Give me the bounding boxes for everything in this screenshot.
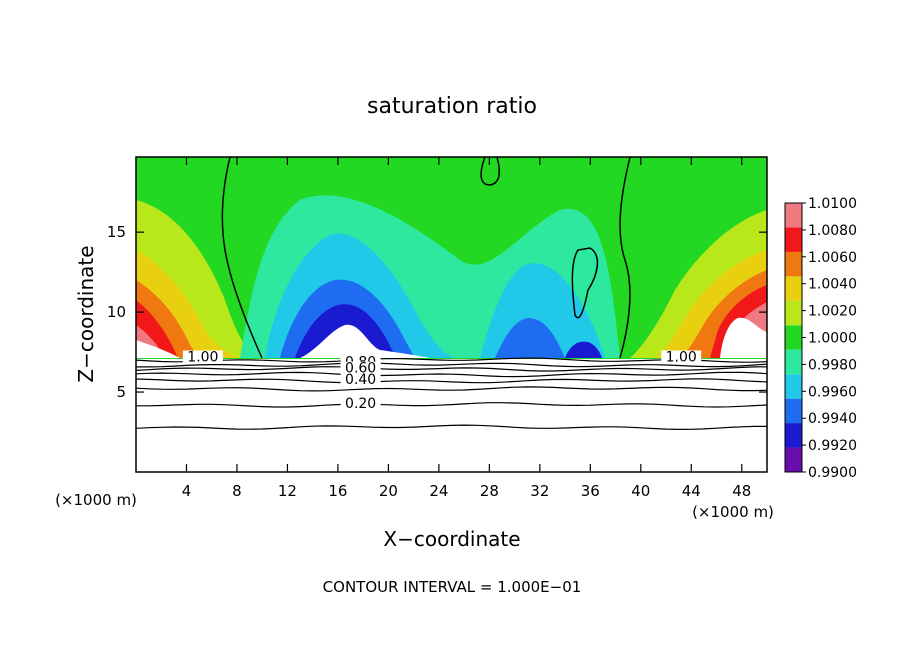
contour-label-bg <box>340 396 381 409</box>
x-axis: 4 8 12 16 20 24 28 32 36 40 44 48 <box>182 157 751 500</box>
colorbar-label: 0.9940 <box>808 411 857 427</box>
contour-line <box>135 366 768 372</box>
contour-label: 0.60 <box>345 361 376 377</box>
plot-frame <box>135 156 768 473</box>
colorbar-label: 0.9920 <box>808 438 857 454</box>
contour-label-bg <box>340 372 381 385</box>
colorbar-band <box>785 276 802 301</box>
x-tick-label: 4 <box>182 482 192 500</box>
stable-layer-contours <box>135 357 768 431</box>
contour-line <box>135 371 768 378</box>
field-mask-left <box>136 340 180 358</box>
colorbar-label: 1.0060 <box>808 250 857 266</box>
colorbar-label: 1.0000 <box>808 331 857 347</box>
colorbar-label: 1.0080 <box>808 223 857 239</box>
x-tick-label: 36 <box>581 482 600 500</box>
contour-label: 1.00 <box>187 349 218 365</box>
x-unit-left: (×1000 m) <box>55 491 137 509</box>
x-tick-label: 28 <box>480 482 499 500</box>
x-tick-label: 44 <box>682 482 701 500</box>
colorbar-band <box>785 300 802 326</box>
x-tick-label: 20 <box>379 482 398 500</box>
contour-label-bg <box>182 350 223 363</box>
colorbar-label: 0.9960 <box>808 384 857 400</box>
colorbar-band <box>785 203 802 228</box>
y-tick-label: 10 <box>107 303 126 321</box>
chart-title: saturation ratio <box>367 94 537 119</box>
contour-line <box>136 362 768 368</box>
y-axis: 5 10 15 <box>107 223 767 401</box>
x-tick-label: 32 <box>530 482 549 500</box>
contour-line <box>136 402 768 408</box>
colorbar-band <box>785 325 802 350</box>
contour-line <box>135 386 768 392</box>
x-tick-label: 48 <box>732 482 751 500</box>
x-tick-label: 8 <box>232 482 242 500</box>
contour-1.00-right <box>619 156 631 359</box>
colorbar-band <box>785 374 802 399</box>
field-region-center-blue-right <box>495 318 565 358</box>
plot-area: 1.001.000.800.600.400.20 <box>135 156 768 473</box>
contour-1.00-left <box>221 156 263 359</box>
x-tick-label: 12 <box>278 482 297 500</box>
contour-interval-footer: CONTOUR INTERVAL = 1.000E−01 <box>323 578 582 596</box>
colorbar: 0.9900 0.9920 0.9940 0.9960 0.9980 1.0000 1.00… <box>784 196 857 481</box>
contour-line <box>135 378 768 384</box>
colorbar-band <box>785 398 802 424</box>
contour-label: 1.00 <box>666 349 697 365</box>
x-tick-label: 40 <box>631 482 650 500</box>
colorbar-band <box>785 349 802 375</box>
x-tick-label: 16 <box>328 482 347 500</box>
contour-label-bg <box>340 361 381 374</box>
field-region-center-darkblue-right <box>565 341 602 358</box>
y-tick-label: 15 <box>107 223 126 241</box>
colorbar-band <box>785 251 802 277</box>
y-tick-label: 5 <box>116 383 126 401</box>
contour-labels: 1.001.000.800.600.400.20 <box>182 349 702 412</box>
y-axis-label: Z−coordinate <box>74 245 98 382</box>
contour-1.00-island-mid <box>571 247 599 319</box>
contour-line <box>135 424 767 431</box>
colorbar-label: 1.0020 <box>808 304 857 320</box>
colorbar-label: 0.9980 <box>808 357 857 373</box>
field-mask-center <box>300 324 430 358</box>
colorbar-band <box>785 227 802 252</box>
colorbar-label: 1.0040 <box>808 277 857 293</box>
x-axis-label: X−coordinate <box>383 527 520 551</box>
x-unit-right: (×1000 m) <box>692 503 774 521</box>
contour-label: 0.20 <box>345 396 376 412</box>
field-mask-right <box>720 317 767 358</box>
colorbar-band <box>785 447 802 472</box>
contour-label-bg <box>661 350 702 363</box>
colorbar-label: 0.9900 <box>808 465 857 481</box>
contour-1.00-island-top <box>480 156 501 186</box>
x-tick-label: 24 <box>429 482 448 500</box>
contour-label: 0.40 <box>345 372 376 388</box>
colorbar-label: 1.0100 <box>808 196 857 212</box>
colorbar-band <box>785 423 802 448</box>
